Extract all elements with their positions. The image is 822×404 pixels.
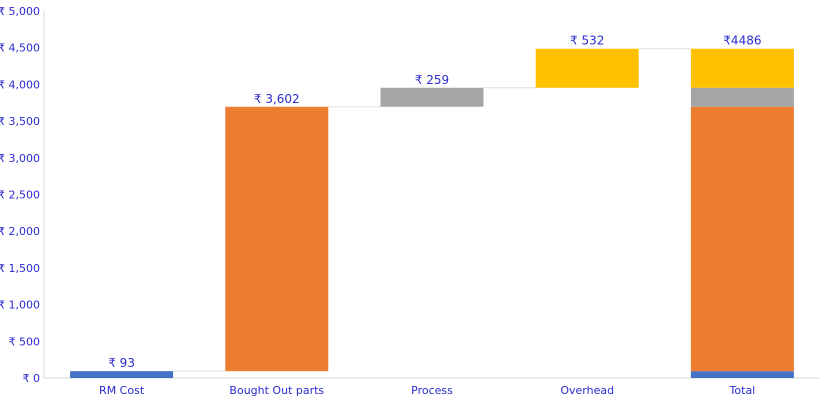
x-tick-label: RM Cost xyxy=(99,384,145,397)
y-tick-label: ₹ 0 xyxy=(23,372,41,385)
data-label: ₹ 259 xyxy=(415,73,449,87)
total-bar-segment xyxy=(690,87,794,107)
x-tick-label: Overhead xyxy=(560,384,614,397)
bar-overhead xyxy=(535,48,639,88)
data-label: ₹ 532 xyxy=(570,34,604,48)
x-tick-label: Bought Out parts xyxy=(229,384,324,397)
x-tick-label: Total xyxy=(729,384,756,397)
total-bar-segment xyxy=(690,106,794,372)
data-label: ₹ 3,602 xyxy=(254,92,300,106)
data-label: ₹4486 xyxy=(723,34,761,48)
bar-process xyxy=(380,87,484,107)
total-bar-segment xyxy=(690,371,794,378)
y-tick-label: ₹ 3,500 xyxy=(0,115,40,128)
total-bar-segment xyxy=(690,48,794,88)
data-label: ₹ 93 xyxy=(108,356,135,370)
bar-bought-out-parts xyxy=(225,106,329,372)
y-tick-label: ₹ 2,500 xyxy=(0,189,40,202)
y-tick-label: ₹ 500 xyxy=(9,335,41,348)
y-tick-label: ₹ 5,000 xyxy=(0,5,40,18)
y-tick-label: ₹ 1,000 xyxy=(0,299,40,312)
y-tick-label: ₹ 2,000 xyxy=(0,225,40,238)
y-tick-label: ₹ 1,500 xyxy=(0,262,40,275)
y-tick-label: ₹ 4,500 xyxy=(0,42,40,55)
y-tick-label: ₹ 3,000 xyxy=(0,152,40,165)
x-tick-label: Process xyxy=(411,384,453,397)
bar-rm-cost xyxy=(70,371,174,378)
y-tick-label: ₹ 4,000 xyxy=(0,78,40,91)
